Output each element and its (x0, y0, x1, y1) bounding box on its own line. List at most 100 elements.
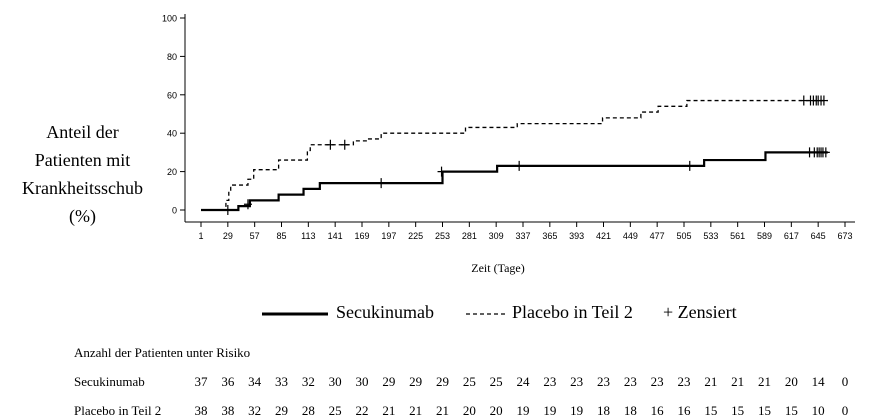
x-tick-label: 141 (328, 231, 343, 241)
y-axis-label-line-2: Patienten mit (34, 150, 131, 170)
x-tick-label: 225 (408, 231, 423, 241)
x-tick-label: 169 (354, 231, 369, 241)
y-tick-label: 80 (167, 52, 177, 62)
x-tick-label: 393 (569, 231, 584, 241)
legend-solid-line-swatch (262, 312, 328, 316)
x-tick-label: 365 (542, 231, 557, 241)
risk-cell: 37 (194, 374, 208, 389)
risk-cell: 16 (650, 403, 664, 418)
risk-cell: 21 (382, 403, 396, 418)
x-tick-label: 505 (676, 231, 691, 241)
y-axis-label-line-4: (%) (69, 206, 96, 226)
legend-dashed-line-swatch (466, 313, 508, 315)
risk-cell: 20 (489, 403, 503, 418)
risk-cell: 18 (623, 403, 637, 418)
y-tick-label: 60 (167, 90, 177, 100)
risk-cell: 25 (462, 374, 476, 389)
x-tick-label: 85 (276, 231, 286, 241)
x-tick-label: 589 (757, 231, 772, 241)
risk-cell: 29 (275, 403, 288, 418)
y-tick-label: 100 (162, 14, 177, 24)
risk-cell: 25 (489, 374, 503, 389)
y-tick-label: 40 (167, 129, 177, 139)
x-tick-label: 197 (381, 231, 396, 241)
x-tick-label: 617 (784, 231, 799, 241)
risk-cell: 20 (462, 403, 476, 418)
risk-cell: 36 (221, 374, 235, 389)
risk-row-secukinumab: Secukinumab 37 36 34 33 32 30 30 29 29 29 25 25 24 23… (74, 374, 864, 390)
risk-row-label: Secukinumab (74, 374, 145, 389)
censor-mark (243, 199, 252, 210)
risk-cell: 21 (731, 374, 745, 389)
series-line-placebo (201, 99, 828, 211)
censor-mark (821, 147, 830, 158)
risk-cell: 38 (221, 403, 235, 418)
risk-cell: 0 (841, 403, 849, 418)
legend-placebo-label: Placebo in Teil 2 (512, 302, 633, 322)
risk-cell: 10 (811, 403, 825, 418)
risk-cell: 22 (355, 403, 369, 418)
risk-cell: 20 (784, 374, 798, 389)
risk-cell: 29 (436, 374, 449, 389)
legend: Secukinumab Placebo in Teil 2 + Zensiert (260, 300, 780, 324)
risk-cell: 14 (811, 374, 825, 389)
risk-cell: 32 (301, 374, 315, 389)
km-chart: 0 20 40 60 80 100 1 29 57 85 113 141 169 197 225 253 281… (162, 14, 855, 275)
risk-cell: 21 (409, 403, 423, 418)
risk-cell: 23 (570, 374, 584, 389)
censor-mark (437, 166, 446, 177)
risk-cell: 19 (570, 403, 584, 418)
censor-mark (685, 160, 694, 171)
censor-mark (819, 95, 828, 106)
risk-cell: 15 (758, 403, 771, 418)
censor-mark (799, 95, 808, 106)
risk-cell: 23 (623, 374, 637, 389)
x-tick-label: 57 (250, 231, 260, 241)
risk-cell: 19 (543, 403, 557, 418)
risk-cell: 15 (704, 403, 718, 418)
x-tick-label: 645 (811, 231, 826, 241)
x-tick-label: 421 (596, 231, 611, 241)
risk-cell: 28 (301, 403, 315, 418)
risk-cell: 30 (328, 374, 342, 389)
risk-cell: 23 (650, 374, 664, 389)
axes: 0 20 40 60 80 100 1 29 57 85 113 141 169 197 225 253 281… (162, 14, 855, 241)
x-tick-label: 449 (623, 231, 638, 241)
censor-mark (515, 160, 524, 171)
risk-row-placebo: Placebo in Teil 2 38 38 32 29 28 25 22 21 21 21 20… (74, 403, 864, 419)
series-layer (201, 95, 830, 215)
y-axis-label-line-3: Krankheitsschub (22, 178, 143, 198)
x-tick-label: 533 (703, 231, 718, 241)
risk-row-label: Placebo in Teil 2 (74, 403, 162, 418)
series-line-secukinumab (201, 151, 828, 212)
risk-cell: 33 (275, 374, 288, 389)
x-tick-label: 337 (515, 231, 530, 241)
risk-cell: 21 (758, 374, 771, 389)
x-tick-label: 253 (435, 231, 450, 241)
risk-cell: 18 (597, 403, 610, 418)
legend-secukinumab-label: Secukinumab (336, 302, 434, 322)
risk-cell: 19 (516, 403, 530, 418)
censor-mark (326, 139, 335, 150)
risk-cell: 30 (355, 374, 369, 389)
risk-cell: 16 (677, 403, 691, 418)
y-axis-label-line-1: Anteil der (46, 122, 119, 142)
risk-cell: 29 (382, 374, 396, 389)
risk-cell: 38 (194, 403, 208, 418)
x-tick-label: 29 (223, 231, 233, 241)
risk-cell: 23 (597, 374, 610, 389)
risk-cell: 15 (731, 403, 745, 418)
y-tick-label: 0 (172, 206, 177, 216)
risk-cell: 23 (677, 374, 691, 389)
risk-cell: 23 (543, 374, 557, 389)
x-tick-label: 477 (650, 231, 665, 241)
legend-censored-label: + Zensiert (663, 302, 737, 322)
risk-cell: 34 (248, 374, 262, 389)
risk-cell: 32 (248, 403, 262, 418)
risk-cell: 15 (784, 403, 798, 418)
x-tick-label: 1 (198, 231, 203, 241)
x-tick-label: 281 (462, 231, 477, 241)
risk-cell: 25 (328, 403, 342, 418)
x-axis-label: Zeit (Tage) (471, 261, 524, 275)
y-axis-label: Anteil der Patienten mit Krankheitsschub… (0, 118, 165, 230)
